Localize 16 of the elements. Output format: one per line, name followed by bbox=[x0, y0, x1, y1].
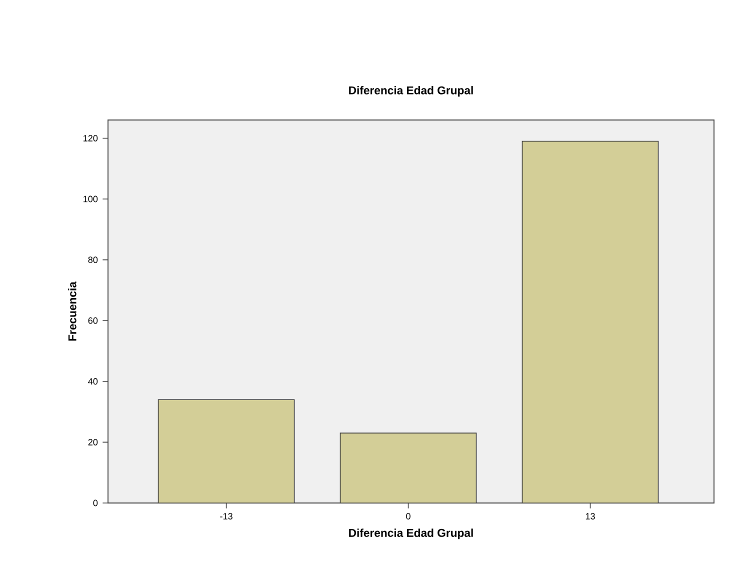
bar bbox=[340, 432, 477, 503]
y-axis-title: Frecuencia bbox=[68, 281, 76, 341]
chart-title: Diferencia Edad Grupal bbox=[349, 86, 473, 97]
x-tick-label: 13 bbox=[586, 513, 595, 520]
y-tick-label: 60 bbox=[88, 317, 98, 324]
y-tick-label: 100 bbox=[84, 196, 98, 202]
y-tick-label: 120 bbox=[84, 135, 98, 142]
y-tick-label: 40 bbox=[88, 378, 98, 385]
x-axis-title: Diferencia Edad Grupal bbox=[349, 528, 473, 540]
x-tick-label: 0 bbox=[406, 513, 410, 520]
y-tick-label: 20 bbox=[88, 438, 98, 446]
y-tick-label: 0 bbox=[93, 500, 98, 506]
bar bbox=[522, 140, 659, 503]
y-tick-label: 80 bbox=[88, 256, 98, 264]
x-tick-label: -13 bbox=[220, 513, 232, 520]
bar bbox=[158, 399, 295, 503]
